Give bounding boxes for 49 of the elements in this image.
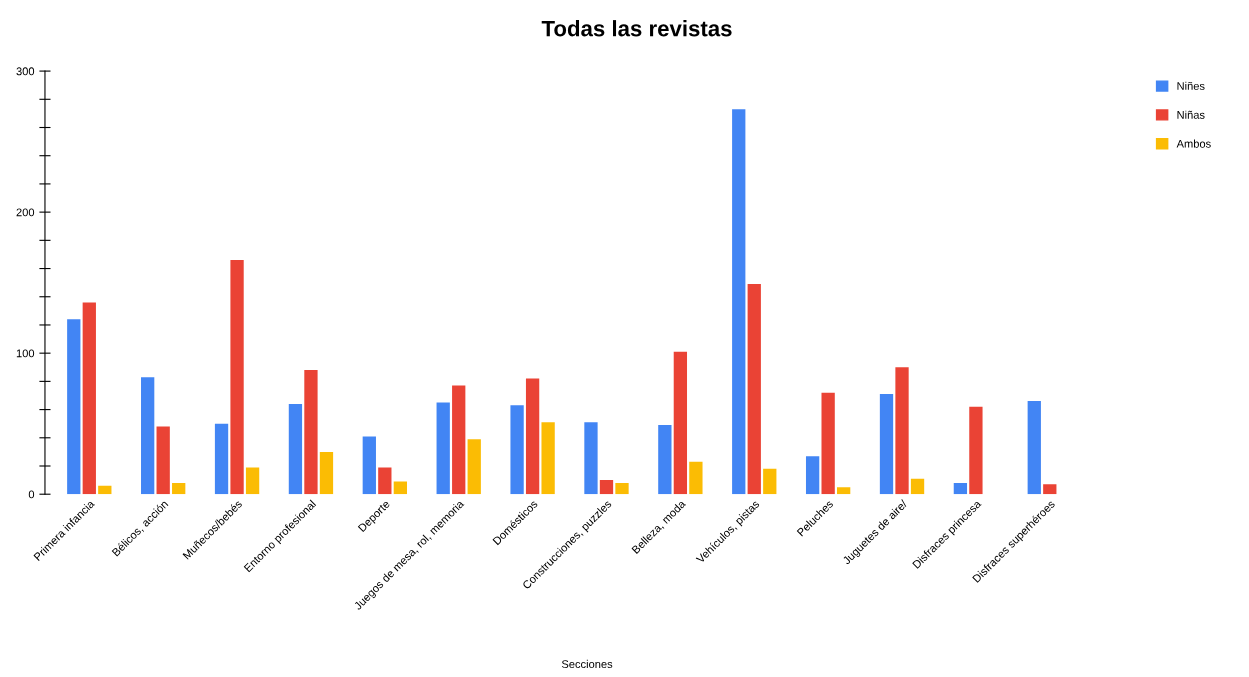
- bar: [98, 485, 112, 495]
- y-tick-label: 300: [16, 67, 35, 76]
- bar: [805, 456, 820, 495]
- legend-label: Niñes: [1177, 81, 1205, 90]
- bar: [1027, 401, 1041, 495]
- bar: [969, 406, 983, 495]
- bar: [747, 284, 761, 495]
- bar: [245, 467, 260, 495]
- bar: [510, 405, 524, 495]
- bar: [732, 109, 746, 495]
- bar: [141, 377, 155, 495]
- bar: [821, 392, 835, 495]
- legend-label: Niñas: [1177, 110, 1205, 119]
- bar: [362, 436, 376, 495]
- bar: [879, 394, 894, 495]
- bar: [541, 422, 555, 495]
- bar: [525, 378, 540, 495]
- bar: [584, 422, 598, 495]
- bar: [304, 370, 318, 495]
- bar: [230, 260, 244, 495]
- chart-title: Todas las revistas: [541, 20, 732, 37]
- bar: [452, 385, 466, 495]
- bar: [1043, 484, 1057, 495]
- legend-label: Ambos: [1176, 139, 1211, 148]
- bar: [895, 367, 909, 495]
- bar: [599, 480, 614, 495]
- bar: [82, 302, 96, 495]
- bar: [658, 425, 672, 495]
- bar: [763, 468, 777, 495]
- bar: [288, 403, 303, 495]
- y-tick-label: 200: [16, 208, 35, 217]
- y-tick-label: 0: [28, 490, 35, 499]
- bar: [615, 482, 629, 495]
- bar: [467, 439, 481, 495]
- y-tick-label: 100: [16, 349, 35, 358]
- bar: [436, 402, 450, 495]
- bar: [214, 423, 229, 495]
- bar: [156, 426, 170, 495]
- bar: [378, 467, 392, 495]
- bar: [689, 461, 703, 495]
- bar: [393, 481, 407, 495]
- bar: [673, 351, 688, 495]
- bar: [910, 478, 925, 495]
- bar: [837, 487, 851, 495]
- x-axis-title: Secciones: [561, 659, 613, 669]
- bar: [67, 319, 81, 495]
- bar: [319, 451, 334, 495]
- bar: [172, 482, 186, 495]
- bar: [953, 482, 968, 495]
